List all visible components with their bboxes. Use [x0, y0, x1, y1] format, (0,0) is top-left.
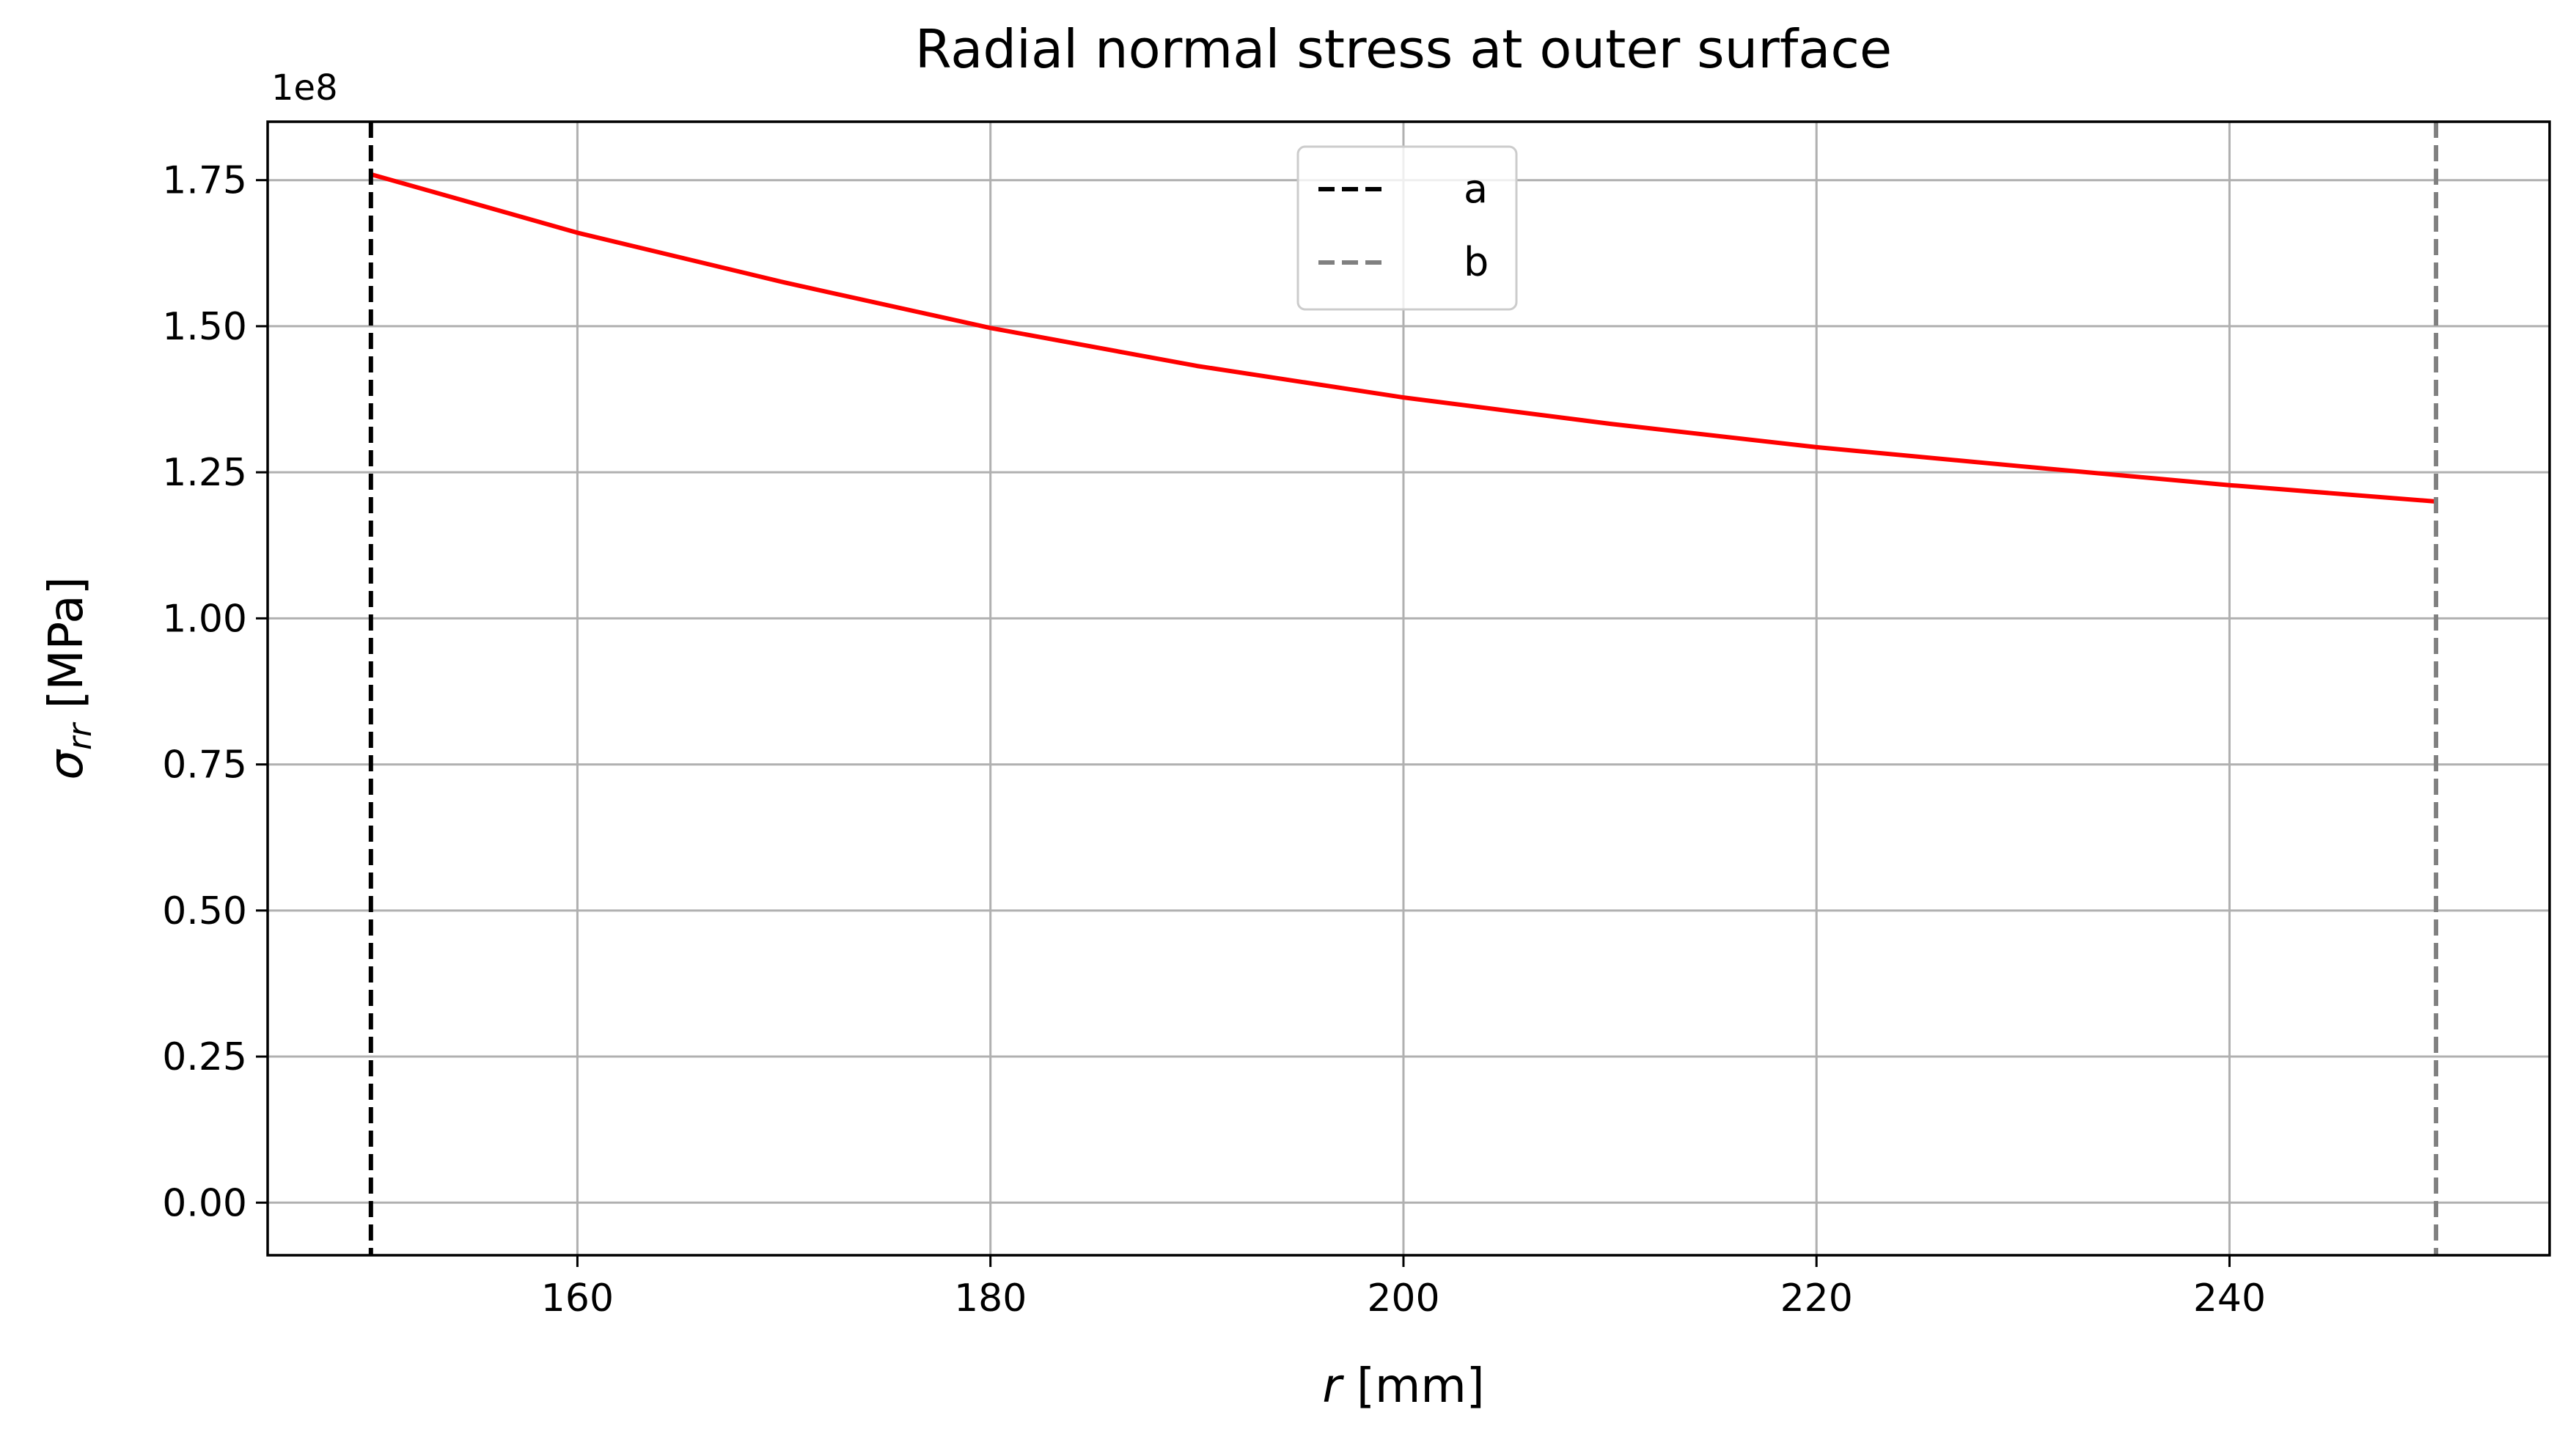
- axes-frame: [266, 120, 2551, 1257]
- x-tick-label: 180: [954, 1276, 1027, 1320]
- y-ticks: 0.00 0.25 0.50 0.75 1.00 1.25 1.50 1.75: [162, 159, 268, 1225]
- series-line: [370, 172, 2437, 504]
- x-tick-label: 200: [1367, 1276, 1439, 1320]
- y-tick-label: 0.75: [162, 743, 247, 787]
- y-offset-label: 1e8: [271, 67, 338, 109]
- legend-label-a: a: [1464, 166, 1488, 212]
- y-axis-label-subscript: rr: [62, 721, 99, 750]
- y-tick-label: 0.25: [162, 1035, 247, 1079]
- x-axis-label-unit: [mm]: [1342, 1359, 1485, 1414]
- x-ticks: 160 180 200 220 240: [541, 1255, 2266, 1320]
- x-axis-label-var: r: [1322, 1359, 1344, 1414]
- y-axis-label-symbol: σ: [40, 749, 94, 780]
- vlines-group: [368, 122, 2439, 1255]
- y-axis-label-unit: [MPa]: [40, 576, 94, 723]
- x-tick-label: 220: [1780, 1276, 1853, 1320]
- y-tick-label: 0.50: [162, 889, 247, 933]
- y-tick-label: 1.00: [162, 597, 247, 641]
- series-group: [370, 172, 2437, 504]
- x-axis-label: r [mm]: [1322, 1359, 1484, 1414]
- x-tick-label: 160: [541, 1276, 614, 1320]
- chart-title: Radial normal stress at outer surface: [915, 18, 1892, 80]
- legend: a b: [1296, 145, 1518, 311]
- y-tick-label: 1.75: [162, 159, 247, 203]
- x-tick-label: 240: [2193, 1276, 2266, 1320]
- y-tick-label: 0.00: [162, 1181, 247, 1225]
- y-tick-label: 1.25: [162, 451, 247, 495]
- y-axis-label: σrr [MPa]: [40, 576, 99, 779]
- y-tick-label: 1.50: [162, 305, 247, 349]
- legend-label-b: b: [1464, 239, 1489, 285]
